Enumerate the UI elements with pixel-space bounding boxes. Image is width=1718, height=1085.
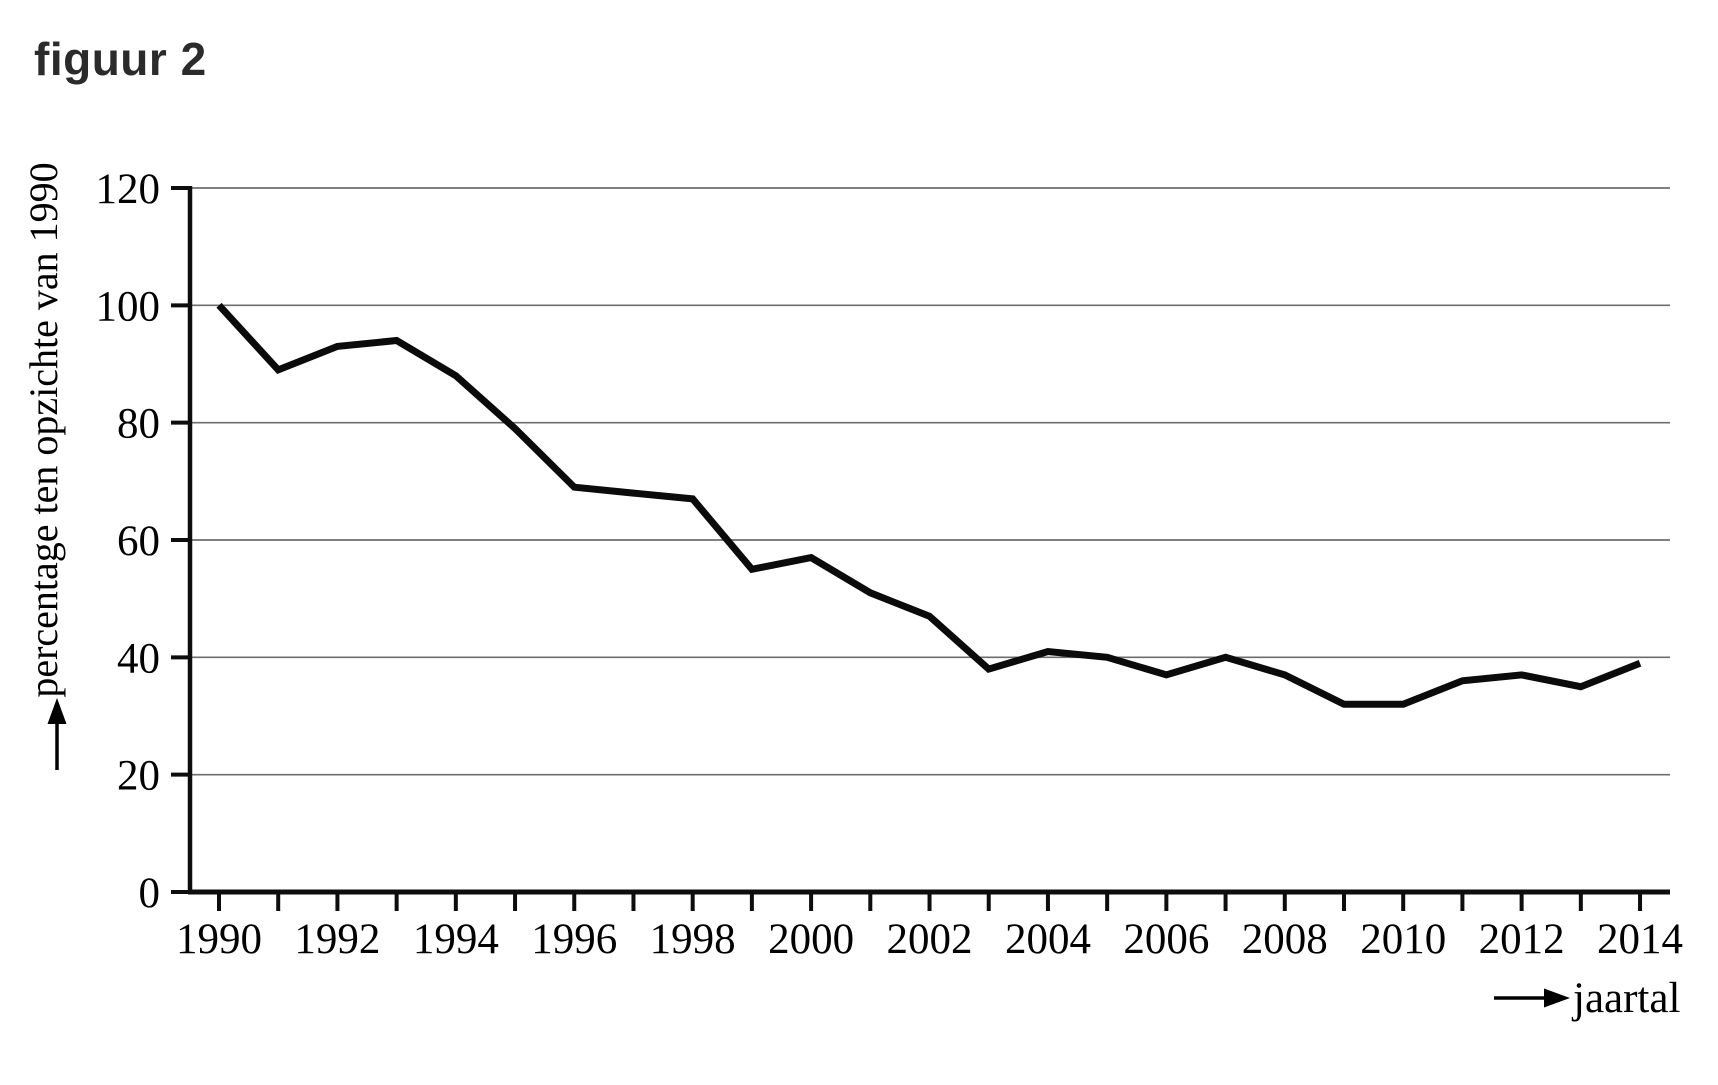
y-tick-label: 40 (117, 635, 160, 682)
x-tick-label: 1998 (650, 916, 736, 963)
x-tick-label: 2010 (1360, 916, 1446, 963)
x-tick-label: 1996 (531, 916, 617, 963)
x-tick-label: 2004 (1005, 916, 1091, 963)
y-ticks-and-labels: 0 20 40 60 80 100 120 (96, 166, 190, 917)
x-tick-label: 2008 (1242, 916, 1328, 963)
y-gridlines (190, 187, 1670, 776)
y-tick-label: 0 (139, 870, 161, 917)
x-axis-label: jaartal (1571, 975, 1680, 1022)
x-tick-label: 2014 (1597, 916, 1683, 963)
x-tick-label: 2000 (768, 916, 854, 963)
x-tick-label: 2002 (887, 916, 973, 963)
x-ticks-and-labels: 1990 1992 1994 1996 1998 2000 2002 2004 2006 2008… (176, 892, 1683, 963)
x-tick-label: 1992 (294, 916, 380, 963)
up-arrow-icon (47, 698, 67, 770)
y-axis-label-group: percentage ten opzichte van 1990 (21, 162, 67, 770)
x-tick-label: 2012 (1479, 916, 1565, 963)
x-tick-label: 1990 (176, 916, 262, 963)
y-tick-label: 120 (96, 166, 161, 213)
x-tick-label: 2006 (1123, 916, 1209, 963)
y-tick-label: 100 (96, 283, 161, 330)
y-tick-label: 60 (117, 518, 160, 565)
axes (187, 186, 1670, 895)
x-tick-label: 1994 (413, 916, 499, 963)
y-axis-label: percentage ten opzichte van 1990 (21, 162, 66, 697)
right-arrow-icon (1494, 988, 1570, 1008)
data-line (216, 302, 1642, 708)
x-axis-label-group: jaartal (1494, 975, 1680, 1022)
y-tick-label: 20 (117, 753, 160, 800)
y-tick-label: 80 (117, 401, 160, 448)
figure-title: figuur 2 (34, 33, 207, 85)
